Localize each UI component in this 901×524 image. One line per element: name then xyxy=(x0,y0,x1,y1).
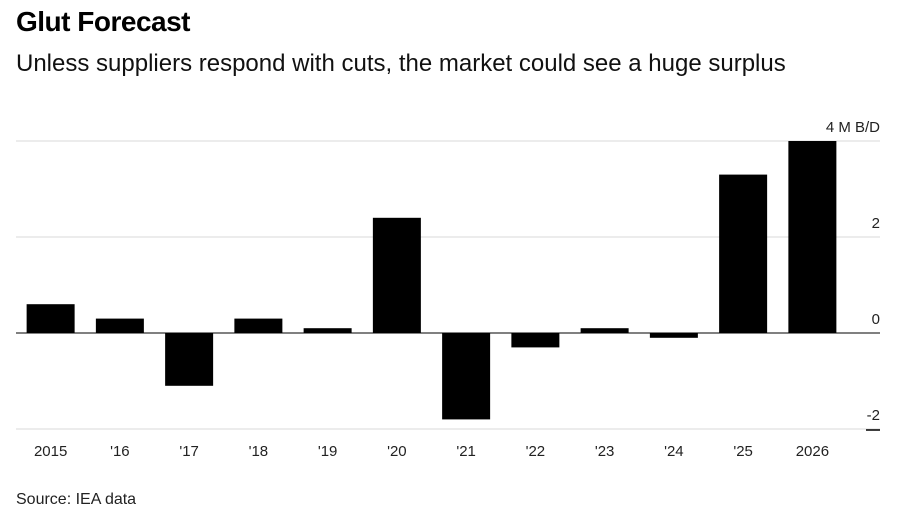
x-tick-label: '17 xyxy=(179,443,199,460)
x-tick-label: 2015 xyxy=(34,443,67,460)
x-tick-label: 2026 xyxy=(796,443,829,460)
chart-subtitle: Unless suppliers respond with cuts, the … xyxy=(16,50,786,77)
source-note: Source: IEA data xyxy=(16,491,137,508)
bar-24 xyxy=(649,333,698,338)
y-tick-label: -2 xyxy=(867,407,880,424)
x-axis-labels: 2015 '16 '17 '18 '19 '20 '21 '22 '23 '24 '25 2026 xyxy=(34,443,829,460)
x-tick-label: '16 xyxy=(110,443,130,460)
x-tick-label: '25 xyxy=(733,443,753,460)
x-tick-label: '18 xyxy=(249,443,269,460)
bar-17 xyxy=(165,333,214,386)
bar-23 xyxy=(580,328,629,333)
y-tick-label: 0 xyxy=(872,311,880,328)
chart-title: Glut Forecast xyxy=(16,6,190,37)
x-tick-label: '20 xyxy=(387,443,407,460)
y-tick-label: 2 xyxy=(872,215,880,232)
y-axis-labels: 4 M B/D 2 0 -2 xyxy=(826,119,880,431)
bar-19 xyxy=(303,328,352,333)
x-tick-label: '19 xyxy=(318,443,338,460)
bar-20 xyxy=(372,217,421,333)
bar-16 xyxy=(95,318,144,333)
bar-25 xyxy=(719,174,768,333)
bar-21 xyxy=(442,333,491,420)
x-tick-label: '21 xyxy=(456,443,476,460)
bar-2015 xyxy=(26,304,75,333)
bars xyxy=(26,141,837,420)
x-tick-label: '22 xyxy=(526,443,546,460)
bar-18 xyxy=(234,318,283,333)
bar-22 xyxy=(511,333,560,348)
x-tick-label: '23 xyxy=(595,443,615,460)
bar-2026 xyxy=(788,141,837,333)
y-tick-label: 4 M B/D xyxy=(826,119,880,136)
x-tick-label: '24 xyxy=(664,443,684,460)
